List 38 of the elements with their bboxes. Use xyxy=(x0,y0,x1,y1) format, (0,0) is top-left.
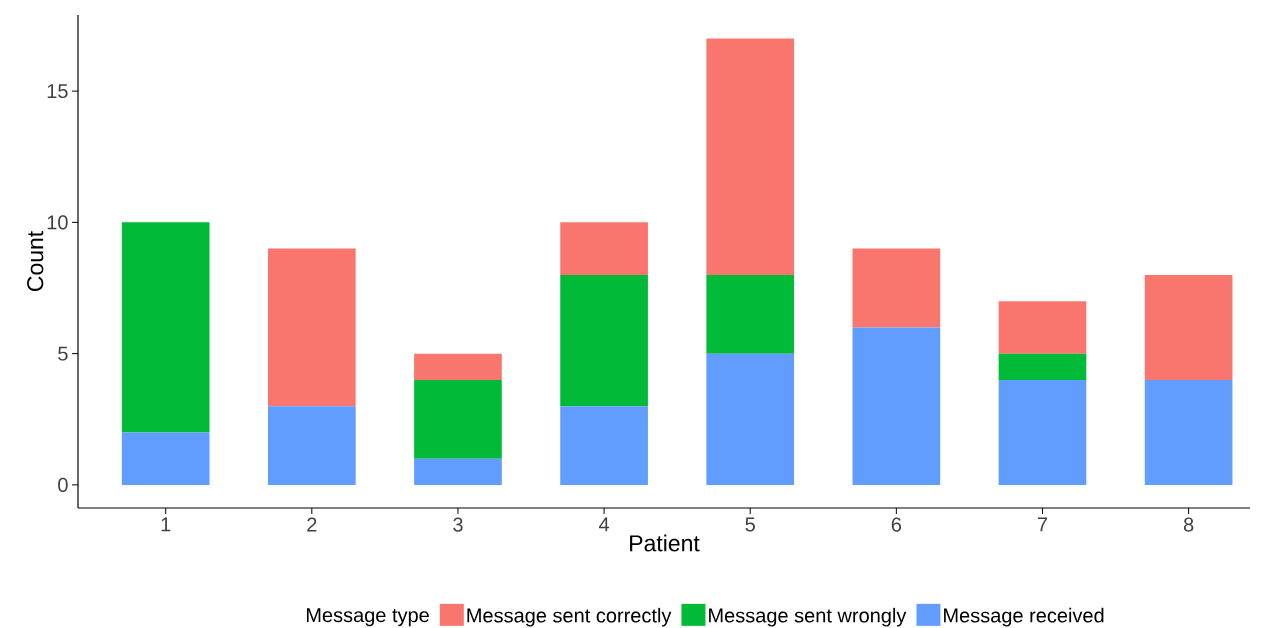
bar xyxy=(267,406,356,485)
x-tick-label: 3 xyxy=(453,517,463,532)
bar xyxy=(560,222,648,275)
x-tick-label: 2 xyxy=(307,517,317,532)
bar xyxy=(998,379,1087,485)
y-tick-label: 0 xyxy=(58,477,68,492)
bar xyxy=(121,432,210,485)
bar xyxy=(121,222,210,433)
bar xyxy=(414,353,502,380)
y-tick-label: 5 xyxy=(58,346,68,361)
x-tick-label: 7 xyxy=(1037,517,1048,532)
legend-label: Message sent wrongly xyxy=(709,607,907,627)
x-tick-label: 6 xyxy=(891,517,902,532)
legend-label: Message received xyxy=(944,607,1104,627)
y-axis-title: Count xyxy=(27,230,44,292)
x-tick-label: 5 xyxy=(745,517,755,532)
legend-title: Message type xyxy=(306,608,429,627)
bar xyxy=(560,274,648,407)
bar xyxy=(998,353,1087,380)
y-tick-label: 10 xyxy=(47,215,68,230)
x-tick-label: 8 xyxy=(1183,517,1194,532)
bar xyxy=(706,353,795,485)
bar xyxy=(414,458,502,485)
bar xyxy=(998,301,1087,354)
x-tick-label: 4 xyxy=(598,517,610,532)
bar xyxy=(267,248,356,407)
bar xyxy=(706,38,795,275)
x-axis-title: Patient xyxy=(630,534,700,552)
y-tick-label: 15 xyxy=(47,84,68,99)
bar xyxy=(852,248,941,328)
bar xyxy=(560,406,648,485)
x-tick-label: 1 xyxy=(161,517,171,532)
bar xyxy=(852,327,941,485)
bar xyxy=(1144,274,1233,380)
legend-label: Message sent correctly xyxy=(467,607,672,627)
bar xyxy=(706,274,795,354)
bar xyxy=(1144,379,1233,485)
bar xyxy=(414,379,502,459)
